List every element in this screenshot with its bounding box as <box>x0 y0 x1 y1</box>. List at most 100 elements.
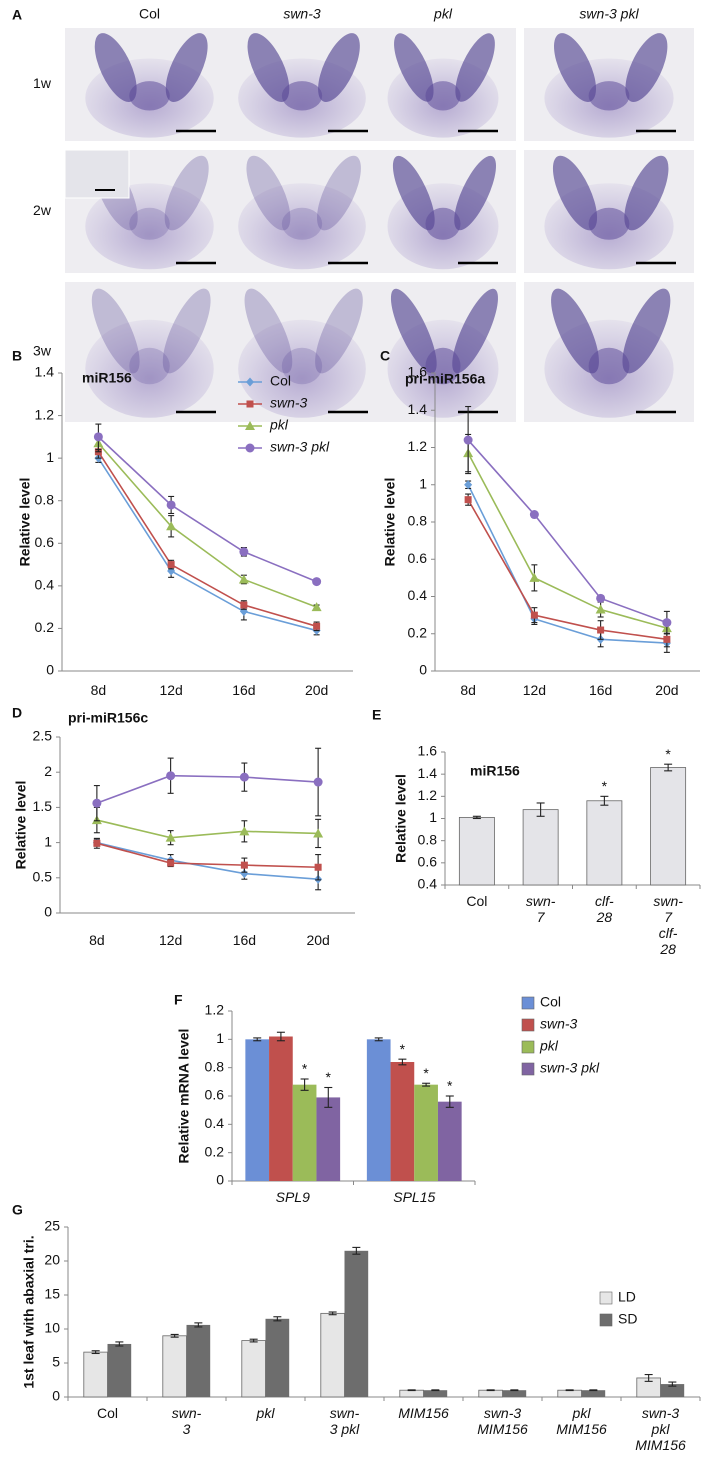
panel-label: B <box>12 348 22 364</box>
error-bar <box>170 1333 179 1338</box>
y-tick-label: 2.5 <box>33 728 53 744</box>
meristem <box>281 207 323 240</box>
micrograph <box>524 150 694 273</box>
y-tick-label: 10 <box>44 1320 60 1336</box>
bar <box>650 767 687 886</box>
y-tick-label: 1.6 <box>408 364 428 380</box>
row-label: 3w <box>33 343 52 359</box>
significance-mark: * <box>665 746 671 762</box>
y-tick-label: 0.4 <box>205 1115 225 1131</box>
micrograph <box>370 282 516 422</box>
bar <box>83 1351 108 1398</box>
significance-mark: * <box>400 1041 406 1057</box>
error-bar <box>600 795 609 806</box>
micrograph <box>65 28 234 141</box>
bar <box>390 1062 415 1181</box>
legend-swatch <box>599 1313 613 1327</box>
error-bar <box>324 1086 333 1108</box>
organ <box>315 288 363 374</box>
legend-marker <box>245 421 255 430</box>
micrograph <box>370 150 516 273</box>
y-tick-label: 25 <box>44 1218 60 1234</box>
marker <box>663 635 671 643</box>
y-tick-label: 0.8 <box>418 831 438 847</box>
organ <box>164 155 209 231</box>
legend-label: pkl <box>539 1038 559 1054</box>
marker <box>240 601 248 609</box>
y-tick-label: 0.4 <box>418 876 438 892</box>
bar <box>107 1343 132 1397</box>
legend-label: pkl <box>269 417 289 433</box>
significance-mark: * <box>423 1065 429 1081</box>
error-bar <box>300 1078 309 1091</box>
x-tick-label: SPL9 <box>275 1189 310 1205</box>
y-tick-label: 1.4 <box>408 401 428 417</box>
marker <box>92 798 102 808</box>
organ <box>165 33 208 102</box>
bar <box>399 1389 424 1398</box>
y-tick-label: 0 <box>52 1388 60 1404</box>
bar <box>186 1324 211 1397</box>
marker <box>238 574 249 584</box>
y-tick-label: 0.8 <box>35 491 55 507</box>
x-tick-label: MIM156 <box>398 1405 449 1421</box>
x-tick-label: 16d <box>232 682 256 698</box>
error-bar <box>668 1381 677 1387</box>
micrograph <box>524 282 694 422</box>
error-bar <box>445 1095 454 1108</box>
panel-label: D <box>12 705 22 721</box>
organ <box>94 33 137 102</box>
error-bar <box>565 1389 574 1392</box>
meristem <box>425 347 461 385</box>
marker <box>311 602 322 612</box>
legend-label: swn-3 <box>540 1016 578 1032</box>
error-bar <box>664 763 673 772</box>
organ <box>318 33 360 102</box>
x-tick-label: swn-7 clf-28 <box>653 893 683 958</box>
y-tick-label: 0.4 <box>408 587 428 603</box>
legend-marker <box>245 443 255 453</box>
significance-mark: * <box>302 1061 308 1077</box>
legend-swatch <box>521 1018 535 1032</box>
organ <box>244 288 293 374</box>
error-bar <box>510 1389 519 1392</box>
legend-label: Col <box>270 373 291 389</box>
x-tick-label: swn-3 MIM156 <box>477 1405 528 1438</box>
bar <box>269 1036 293 1181</box>
micrograph <box>64 149 234 273</box>
organ <box>551 288 599 374</box>
x-tick-label: swn-3 pkl MIM156 <box>635 1405 686 1454</box>
error-bar <box>253 1037 262 1042</box>
bar <box>414 1084 438 1181</box>
organ <box>554 33 596 102</box>
marker <box>166 771 176 781</box>
organ <box>390 288 437 374</box>
y-tick-label: 1.2 <box>205 1002 225 1018</box>
meristem <box>588 81 630 111</box>
marker <box>167 561 175 569</box>
y-tick-label: 20 <box>44 1252 60 1268</box>
organ <box>317 155 361 231</box>
bar <box>522 809 559 886</box>
y-tick-label: 1.4 <box>35 364 55 380</box>
series-line <box>97 451 317 628</box>
organ <box>91 288 140 374</box>
marker <box>314 863 322 871</box>
significance-mark: * <box>602 778 608 794</box>
error-bar <box>472 815 481 820</box>
legend-swatch <box>521 1062 535 1076</box>
bar <box>265 1318 290 1397</box>
meristem <box>129 347 170 385</box>
marker <box>529 510 539 520</box>
meristem <box>425 81 461 111</box>
meristem <box>129 81 170 111</box>
y-axis-label: Relative level <box>393 774 409 863</box>
bar <box>245 1039 270 1181</box>
x-tick-label: 12d <box>159 682 183 698</box>
y-tick-label: 1.2 <box>418 787 438 803</box>
y-axis-label: Relative mRNA level <box>176 1029 192 1164</box>
y-tick-label: 0.6 <box>35 534 55 550</box>
legend-swatch <box>521 1040 535 1054</box>
legend-label: SD <box>618 1311 637 1327</box>
bar <box>162 1335 187 1398</box>
